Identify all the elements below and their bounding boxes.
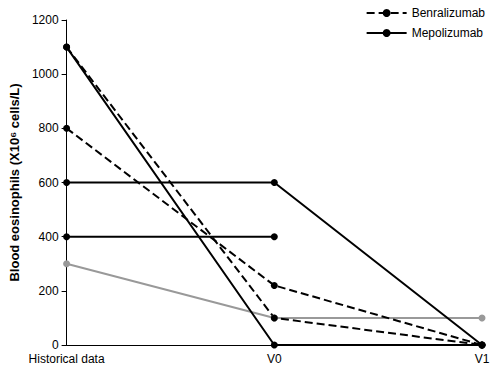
svg-text:V1: V1 (475, 352, 490, 366)
svg-text:1200: 1200 (32, 13, 59, 27)
svg-text:Benralizumab: Benralizumab (412, 6, 486, 20)
svg-text:600: 600 (39, 176, 59, 190)
svg-text:Historical data: Historical data (29, 352, 105, 366)
svg-text:800: 800 (39, 121, 59, 135)
svg-text:0: 0 (52, 338, 59, 352)
svg-text:V0: V0 (267, 352, 282, 366)
svg-text:1000: 1000 (32, 67, 59, 81)
svg-text:Blood eosinophils (X10⁶ cells/: Blood eosinophils (X10⁶ cells/L) (7, 83, 22, 281)
svg-text:400: 400 (39, 230, 59, 244)
svg-text:200: 200 (39, 284, 59, 298)
svg-text:Mepolizumab: Mepolizumab (412, 26, 484, 40)
